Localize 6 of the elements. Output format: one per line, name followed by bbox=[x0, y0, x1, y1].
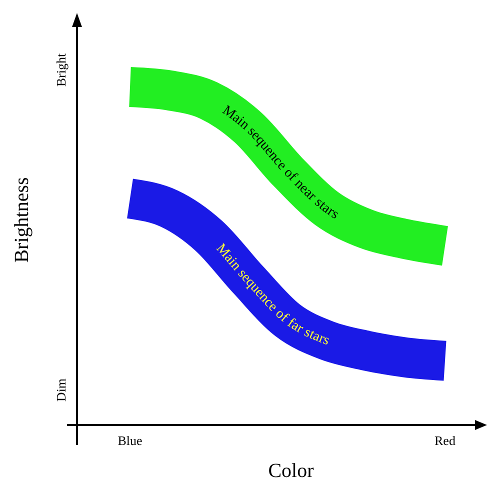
text: Bright bbox=[54, 53, 68, 87]
x-axis-title: Color bbox=[268, 460, 314, 482]
y-axis-title: Brightness bbox=[11, 177, 33, 263]
text: Dim bbox=[54, 378, 68, 402]
x-tick-label: Blue bbox=[118, 433, 142, 448]
x-tick-label: Red bbox=[434, 433, 456, 448]
